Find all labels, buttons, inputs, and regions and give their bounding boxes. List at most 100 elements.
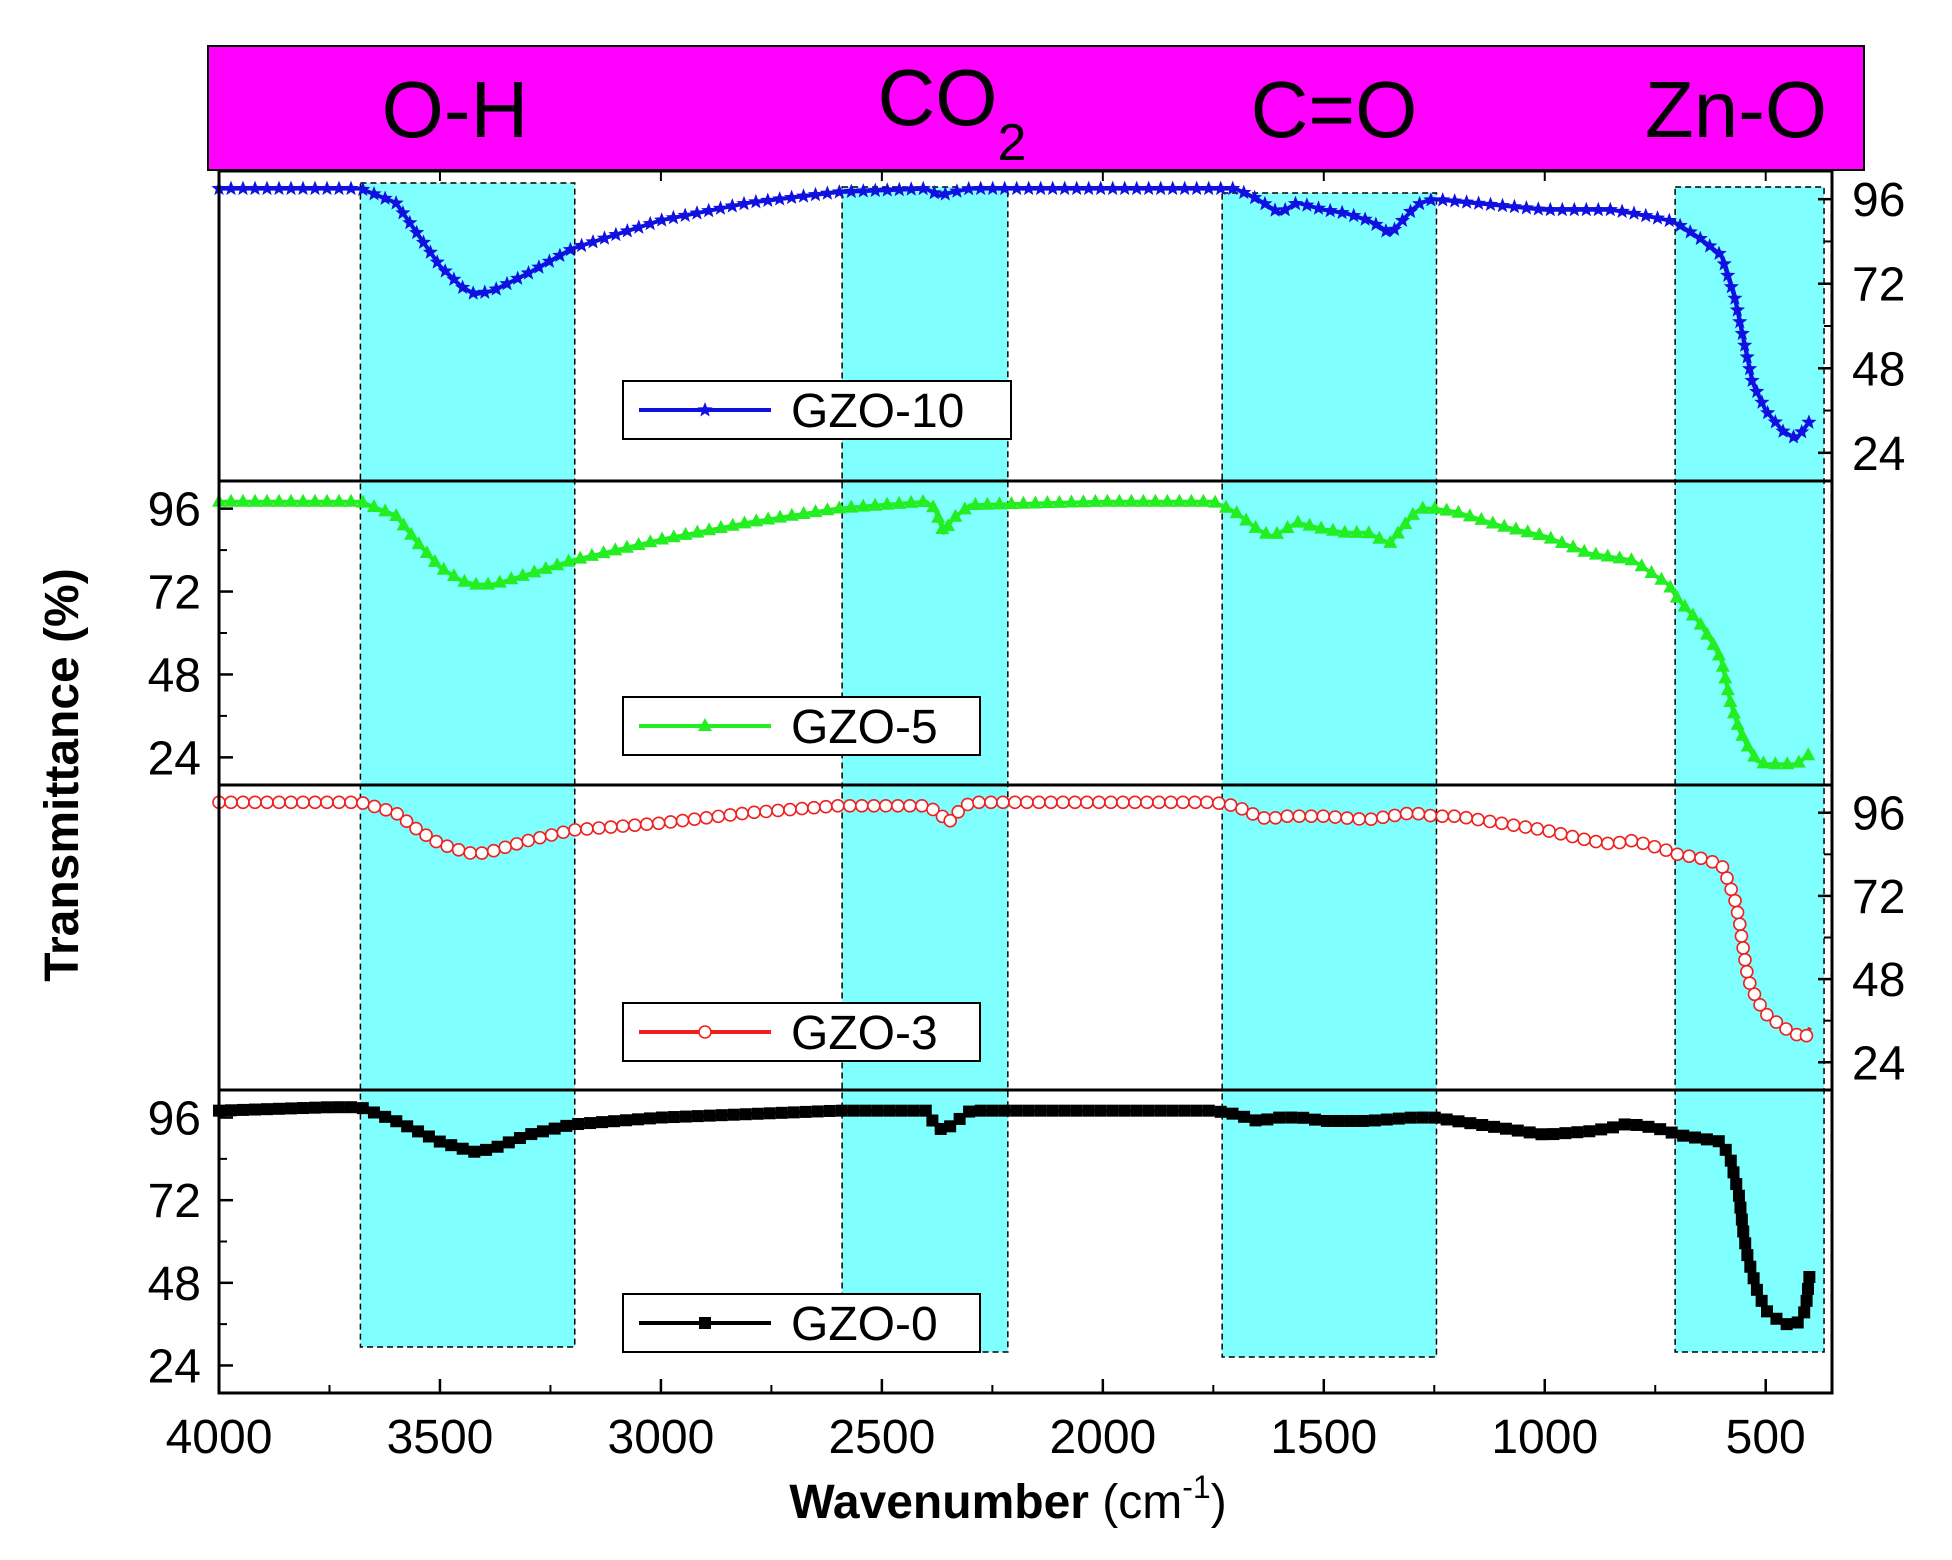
marker-gzo-5-2 [236, 493, 250, 507]
marker-gzo-10-23 [446, 271, 462, 286]
marker-gzo-3-119 [1600, 836, 1615, 851]
marker-gzo-5-91 [1229, 505, 1244, 519]
marker-gzo-5-135 [1693, 616, 1708, 630]
marker-gzo-3-100 [1376, 810, 1390, 825]
marker-gzo-0-42 [703, 1109, 716, 1122]
marker-gzo-3-37 [639, 817, 654, 832]
band-label-co2: CO2 [878, 53, 1027, 172]
marker-gzo-3-95 [1316, 809, 1331, 823]
marker-gzo-3-26 [509, 837, 524, 851]
marker-gzo-0-150 [1803, 1270, 1816, 1283]
marker-gzo-10-129 [1661, 212, 1677, 228]
x-tick-label-500: 500 [1726, 1411, 1806, 1464]
marker-gzo-0-123 [1654, 1123, 1667, 1136]
marker-gzo-0-121 [1630, 1118, 1643, 1131]
marker-gzo-10-43 [665, 209, 681, 225]
marker-gzo-5-127 [1624, 552, 1639, 566]
marker-gzo-3-124 [1659, 843, 1673, 857]
marker-gzo-5-120 [1543, 530, 1558, 544]
marker-gzo-3-11 [344, 795, 358, 810]
marker-gzo-5-22 [446, 568, 461, 582]
marker-gzo-3-102 [1399, 806, 1414, 821]
marker-gzo-0-142 [1755, 1294, 1768, 1307]
marker-gzo-3-63 [943, 813, 958, 828]
marker-gzo-5-55 [832, 500, 847, 514]
marker-gzo-3-14 [379, 803, 393, 817]
marker-gzo-5-77 [1064, 494, 1079, 508]
marker-gzo-10-110 [1435, 192, 1451, 207]
marker-gzo-10-106 [1394, 212, 1411, 227]
marker-gzo-5-64 [931, 509, 946, 523]
x-axis-title-unit: (cm [1089, 1476, 1182, 1529]
marker-gzo-3-38 [651, 816, 666, 831]
marker-gzo-10-24 [455, 279, 471, 294]
marker-gzo-10-124 [1602, 201, 1618, 217]
marker-gzo-10-20 [422, 244, 438, 259]
marker-gzo-0-36 [631, 1113, 644, 1126]
marker-gzo-0-11 [344, 1101, 357, 1114]
marker-gzo-3-77 [1104, 795, 1118, 810]
marker-gzo-10-76 [1057, 180, 1073, 196]
marker-gzo-3-139 [1742, 976, 1757, 991]
marker-gzo-0-85 [1202, 1104, 1215, 1117]
marker-gzo-0-20 [445, 1139, 458, 1152]
marker-gzo-5-16 [396, 517, 411, 531]
marker-gzo-0-18 [422, 1130, 435, 1143]
marker-gzo-5-132 [1669, 589, 1684, 603]
marker-gzo-10-147 [1754, 394, 1770, 409]
marker-gzo-10-14 [377, 190, 393, 205]
x-tick-label-4000: 4000 [166, 1411, 273, 1464]
marker-gzo-5-95 [1269, 525, 1284, 539]
marker-gzo-10-146 [1749, 383, 1765, 398]
marker-gzo-0-35 [620, 1114, 633, 1127]
header-strip [207, 45, 1865, 171]
y-tick-label-gzo-5-72: 72 [148, 567, 201, 620]
marker-gzo-5-75 [1040, 495, 1055, 509]
marker-gzo-3-53 [831, 798, 845, 813]
marker-gzo-5-69 [968, 497, 983, 511]
marker-gzo-0-4 [260, 1103, 273, 1116]
marker-gzo-10-140 [1732, 313, 1748, 329]
marker-gzo-3-3 [248, 795, 262, 810]
marker-gzo-3-46 [747, 805, 761, 820]
marker-gzo-5-27 [504, 571, 519, 585]
marker-gzo-3-33 [592, 821, 606, 835]
marker-gzo-0-102 [1404, 1111, 1417, 1124]
marker-gzo-0-33 [596, 1116, 609, 1129]
marker-gzo-10-148 [1760, 404, 1776, 420]
marker-gzo-10-12 [355, 181, 371, 196]
marker-gzo-5-124 [1588, 546, 1603, 560]
marker-gzo-3-104 [1423, 808, 1438, 823]
marker-gzo-3-146 [1799, 1028, 1814, 1043]
marker-gzo-0-14 [379, 1110, 392, 1123]
marker-gzo-0-73 [1058, 1104, 1071, 1117]
marker-gzo-10-39 [619, 223, 635, 238]
marker-gzo-3-97 [1340, 811, 1354, 825]
marker-gzo-3-135 [1734, 929, 1749, 943]
marker-gzo-10-52 [772, 191, 788, 206]
marker-gzo-3-91 [1268, 810, 1283, 825]
marker-gzo-10-44 [677, 207, 693, 222]
marker-gzo-10-108 [1412, 195, 1428, 211]
marker-gzo-3-18 [419, 828, 433, 842]
marker-gzo-0-48 [775, 1106, 788, 1119]
x-axis-title-main: Wavenumber [789, 1476, 1089, 1529]
marker-gzo-5-32 [561, 553, 576, 567]
marker-gzo-10-61 [879, 182, 895, 197]
marker-gzo-3-48 [771, 803, 785, 818]
marker-gzo-10-137 [1723, 278, 1739, 294]
marker-gzo-3-125 [1670, 847, 1685, 862]
marker-gzo-3-20 [440, 839, 454, 853]
marker-gzo-10-128 [1649, 210, 1666, 225]
marker-gzo-5-36 [608, 542, 623, 556]
marker-gzo-5-90 [1219, 499, 1234, 513]
marker-gzo-5-44 [702, 522, 717, 536]
marker-gzo-3-74 [1068, 795, 1082, 810]
marker-gzo-10-87 [1189, 180, 1205, 196]
marker-gzo-3-115 [1553, 827, 1568, 841]
marker-gzo-3-143 [1769, 1015, 1784, 1029]
marker-gzo-3-9 [320, 795, 334, 810]
legend-marker-gzo-10 [697, 402, 713, 417]
marker-gzo-5-84 [1148, 493, 1163, 507]
marker-gzo-3-43 [711, 809, 726, 824]
